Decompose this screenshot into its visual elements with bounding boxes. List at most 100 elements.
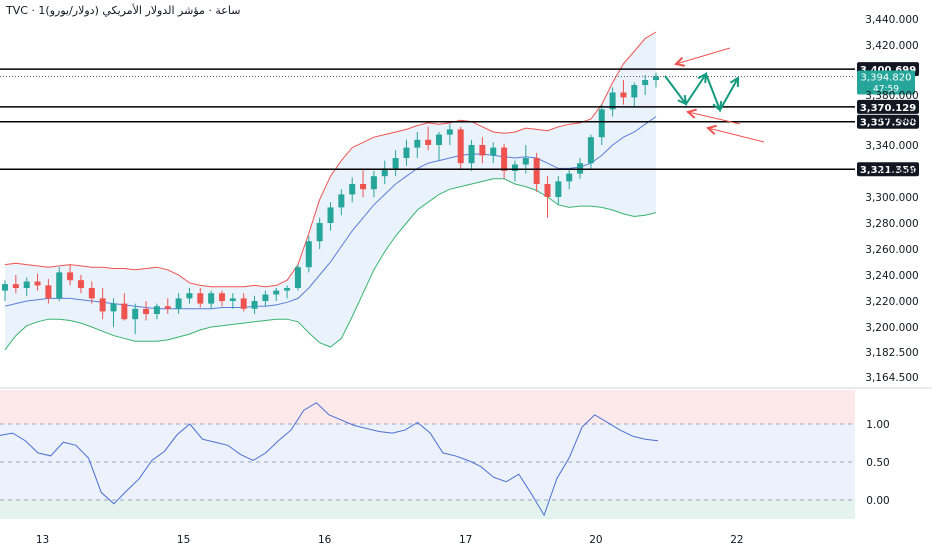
candle [501,143,508,179]
candle [56,267,63,301]
candle-body [392,158,399,169]
candle [23,277,30,296]
candle [99,288,106,320]
candle [631,82,638,107]
candle-body [631,85,638,98]
price-axis-label: 3,164.500 [865,372,918,384]
candle-body [186,293,193,299]
candle [566,168,573,190]
candle-body [620,92,627,98]
candle-body [99,298,106,312]
candle [251,295,258,314]
projection-path [664,71,739,113]
candle-body [338,194,345,208]
candle-body [67,272,74,281]
pointer-arrow [687,111,741,125]
candle [642,75,649,95]
countdown-label: 47:59 [873,84,899,94]
candle [284,285,291,299]
candle [598,104,605,145]
arrow-head [677,94,688,106]
candle [533,152,540,192]
candle-body [501,147,508,171]
candle [88,281,95,304]
level-tag-3 [857,162,919,177]
candle [457,126,464,169]
candle [468,139,475,171]
level-label: 3,370.129 [860,103,916,114]
candle-body [316,223,323,242]
time-axis-label: 15 [177,534,190,546]
candle [229,293,236,309]
candle [490,142,497,164]
candle [121,293,128,321]
candle [544,176,551,218]
price-axis-label: 3,182.500 [865,347,918,359]
candle-body [511,164,518,171]
candle [67,264,74,286]
candle-body [164,306,171,309]
osc-axis-label: 0.50 [866,457,889,469]
candle [381,160,388,184]
candle-body [305,241,312,268]
candle [327,202,334,231]
candle-body [121,303,128,320]
candle-body [262,294,269,301]
candle-body [457,129,464,164]
candle [240,293,247,312]
candle [370,171,377,197]
candle [555,176,562,205]
candle [414,132,421,158]
candle [479,137,486,164]
candle-body [23,281,30,288]
candle [316,217,323,249]
candle-body [251,301,258,309]
candle-body [446,129,453,135]
candle-body [414,139,421,148]
candle [153,303,160,320]
candle [12,275,19,294]
candle [262,290,269,307]
candle-body [143,308,150,314]
candle-body [642,80,649,85]
candle [2,280,8,301]
candle-body [229,298,236,301]
candle [143,301,150,321]
time-axis-label: 13 [36,534,49,546]
time-axis-label: 17 [459,534,472,546]
candle-body [403,147,410,158]
candle-body [34,281,41,286]
candle-body [544,184,551,197]
level-tag-1 [857,99,919,114]
price-axis-label: 3,280.000 [865,218,918,230]
candle [77,275,84,294]
candle [34,273,41,291]
arrow-head [705,124,717,135]
candle-body [653,76,659,80]
candle [577,158,584,179]
arrow-head [729,76,740,88]
time-axis-label: 16 [318,534,332,546]
candle [175,293,182,314]
arrow-head [712,100,723,112]
candle [360,168,367,197]
price-axis-label: 3,200.000 [865,322,918,334]
arrow-head [697,72,708,84]
price-axis-label: 3,380.000 [865,90,918,102]
candle-body [436,134,442,145]
osc-zone-2 [0,500,855,519]
candle-body [370,176,377,190]
candle-body [88,288,95,299]
osc-zone-0 [0,390,855,424]
osc-axis-label: 0.00 [866,495,889,507]
price-axis-label: 3,340.000 [865,140,918,152]
candle-body [587,137,594,164]
candle [219,290,225,307]
arrow-head [674,56,686,67]
candle-body [490,147,497,156]
candle [511,160,518,182]
candle [425,126,432,151]
candle-body [425,139,432,145]
